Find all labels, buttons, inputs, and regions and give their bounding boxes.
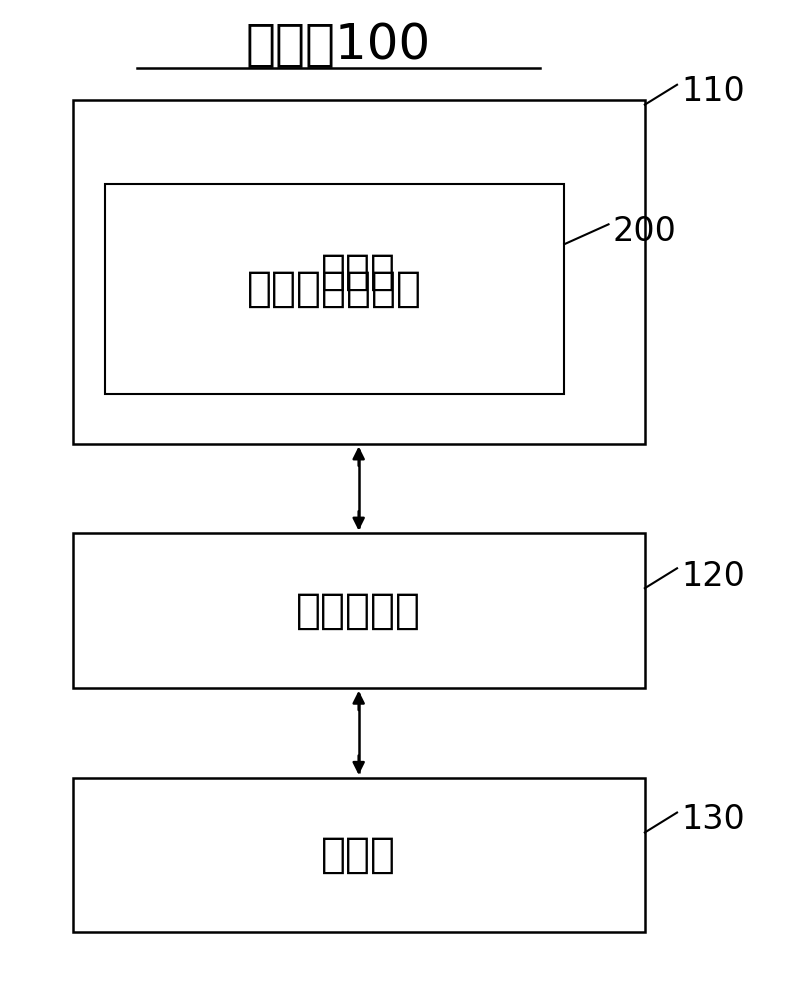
Bar [73,778,645,932]
Bar [73,533,645,688]
Text: 120: 120 [681,559,745,593]
Text: 纺纱机100: 纺纱机100 [246,21,431,69]
Text: 110: 110 [681,75,745,109]
Text: 纺纱机穿线装置: 纺纱机穿线装置 [247,268,422,310]
Text: 处理器: 处理器 [321,833,397,876]
Text: 130: 130 [681,803,745,836]
Text: 存储控制器: 存储控制器 [296,589,422,632]
Bar [73,100,645,444]
Text: 存储器: 存储器 [321,250,397,293]
Bar [105,184,564,394]
Text: 200: 200 [613,214,676,248]
